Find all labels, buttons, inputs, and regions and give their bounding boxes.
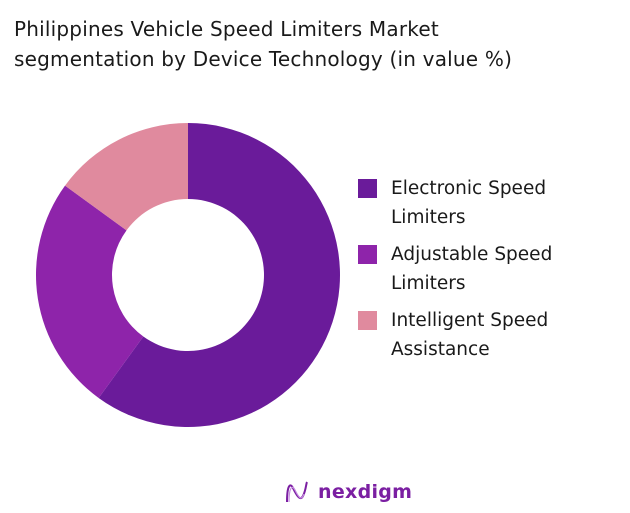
legend-label: Intelligent Speed	[391, 310, 549, 331]
chart-title-line-2: segmentation by Device Technology (in va…	[14, 47, 513, 71]
donut-slice-adjustable-speed-limiters	[35, 185, 144, 398]
legend-swatch-intelligent	[358, 311, 377, 330]
legend: Electronic Speed Limiters Adjustable Spe…	[358, 174, 618, 372]
nexdigm-wave-icon	[286, 481, 308, 503]
legend-item-adjustable: Adjustable Speed Limiters	[358, 240, 618, 298]
legend-label: Limiters	[391, 207, 466, 228]
donut-slice-intelligent-speed-assistance	[65, 123, 188, 231]
legend-swatch-adjustable	[358, 245, 377, 264]
legend-label: Electronic Speed	[391, 178, 547, 199]
brand-name: nexdigm	[318, 481, 413, 503]
legend-item-electronic: Electronic Speed Limiters	[358, 174, 618, 232]
nexdigm-logo: nexdigm	[284, 480, 412, 504]
legend-label: Limiters	[391, 273, 466, 294]
legend-item-intelligent: Intelligent Speed Assistance	[358, 306, 618, 364]
legend-label: Assistance	[391, 339, 490, 360]
donut-slice-electronic-speed-limiters	[98, 123, 341, 427]
chart-title-line-1: Philippines Vehicle Speed Limiters Marke…	[14, 17, 439, 41]
legend-swatch-electronic	[358, 179, 377, 198]
legend-label: Adjustable Speed	[391, 244, 553, 265]
chart-title: Philippines Vehicle Speed Limiters Marke…	[14, 14, 512, 74]
